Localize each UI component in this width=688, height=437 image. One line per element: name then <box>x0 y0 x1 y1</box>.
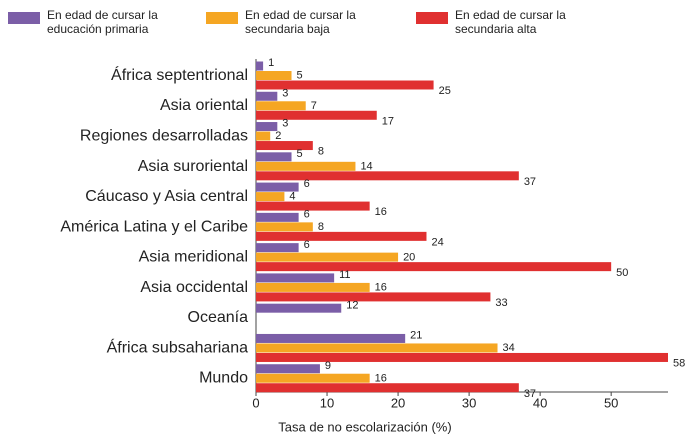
bar <box>256 80 434 90</box>
bar <box>256 192 285 202</box>
y-tick-label: Asia oriental <box>160 97 248 114</box>
bar <box>256 131 271 141</box>
x-tick-label: 0 <box>252 395 259 410</box>
y-tick-label: Cáucaso y Asia central <box>85 188 248 205</box>
bar <box>256 141 313 151</box>
value-label: 16 <box>375 206 387 218</box>
value-label: 5 <box>297 148 303 160</box>
legend-label: En edad de cursar la educación primaria <box>47 8 158 36</box>
value-label: 8 <box>318 221 324 233</box>
bar <box>256 61 264 71</box>
bar <box>256 201 370 211</box>
bar <box>256 110 377 120</box>
bar <box>256 152 292 162</box>
bar <box>256 383 519 393</box>
bar <box>256 122 278 132</box>
x-axis-label: Tasa de no escolarización (%) <box>278 419 451 434</box>
y-tick-label: Asia occidental <box>140 279 248 296</box>
value-label: 1 <box>268 57 274 69</box>
y-tick-label: América Latina y el Caribe <box>60 218 248 235</box>
value-label: 37 <box>524 388 536 400</box>
value-label: 58 <box>673 358 685 370</box>
y-tick-label: Oceanía <box>188 309 249 326</box>
bar <box>256 243 299 253</box>
value-label: 25 <box>439 85 451 97</box>
value-label: 24 <box>431 237 443 249</box>
bar <box>256 352 668 362</box>
legend-swatch <box>416 12 448 24</box>
value-label: 5 <box>297 70 303 82</box>
value-label: 16 <box>375 372 387 384</box>
value-label: 50 <box>616 267 628 279</box>
y-tick-label: África subsahariana <box>107 337 249 356</box>
value-label: 9 <box>325 360 331 372</box>
bar <box>256 231 427 241</box>
value-label: 11 <box>339 269 350 281</box>
y-tick-label: Mundo <box>199 370 248 387</box>
bar <box>256 292 491 302</box>
x-tick-label: 40 <box>533 395 547 410</box>
bar <box>256 222 313 232</box>
bar <box>256 343 498 353</box>
value-label: 14 <box>360 160 372 172</box>
x-tick-label: 10 <box>320 395 334 410</box>
y-tick-label: Regiones desarrolladas <box>80 128 248 145</box>
bar <box>256 252 399 262</box>
value-label: 21 <box>410 330 422 342</box>
value-label: 17 <box>382 115 394 127</box>
value-label: 6 <box>304 209 310 221</box>
bar <box>256 101 306 111</box>
y-tick-label: África septentrional <box>111 65 248 84</box>
bar <box>256 171 519 181</box>
legend-label: En edad de cursar la secundaria alta <box>455 8 566 36</box>
bar <box>256 373 370 383</box>
value-label: 34 <box>503 342 515 354</box>
bar <box>256 282 370 292</box>
legend-swatch <box>8 12 40 24</box>
value-label: 6 <box>304 239 310 251</box>
value-label: 6 <box>304 178 310 190</box>
bar <box>256 212 299 222</box>
value-label: 7 <box>311 100 317 112</box>
value-label: 3 <box>282 118 288 130</box>
bar <box>256 161 356 171</box>
value-label: 37 <box>524 176 536 188</box>
bar <box>256 273 335 283</box>
value-label: 33 <box>495 297 507 309</box>
x-tick-label: 20 <box>391 395 405 410</box>
value-label: 2 <box>275 130 281 142</box>
x-tick-label: 50 <box>604 395 618 410</box>
bar <box>256 71 292 80</box>
bar <box>256 333 406 343</box>
legend-label: En edad de cursar la secundaria baja <box>245 8 356 36</box>
value-label: 8 <box>318 146 324 158</box>
bar <box>256 91 278 101</box>
value-label: 12 <box>346 299 358 311</box>
bar <box>256 182 299 192</box>
value-label: 16 <box>375 282 387 294</box>
bar <box>256 364 320 374</box>
value-label: 20 <box>403 251 415 263</box>
value-label: 3 <box>282 87 288 99</box>
legend-swatch <box>206 12 238 24</box>
bar <box>256 262 612 272</box>
x-tick-label: 30 <box>462 395 476 410</box>
value-label: 4 <box>289 191 295 203</box>
y-tick-label: Asia meridional <box>139 249 248 266</box>
y-tick-label: Asia suroriental <box>138 158 248 175</box>
bar <box>256 303 342 313</box>
